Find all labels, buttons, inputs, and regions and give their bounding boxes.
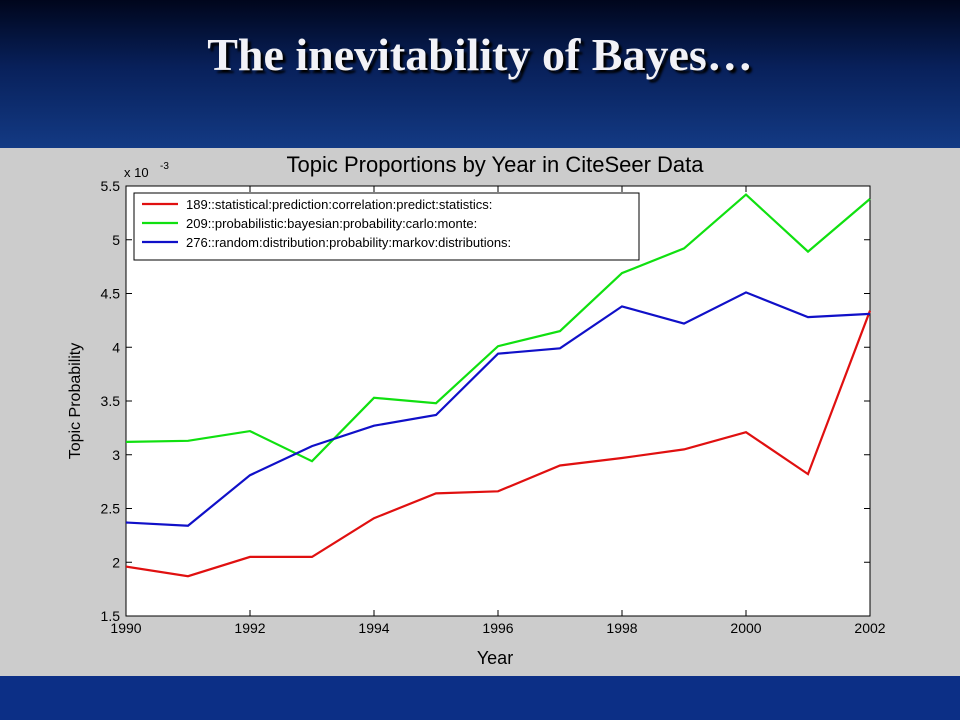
x-tick-label: 1994 [358, 620, 389, 636]
x-tick-label: 2002 [854, 620, 885, 636]
x-tick-label: 1996 [482, 620, 513, 636]
y-multiplier-base: x 10 [124, 165, 149, 180]
y-tick-label: 1.5 [101, 608, 121, 624]
title-band [0, 0, 960, 148]
y-tick-label: 5 [112, 232, 120, 248]
legend: 189::statistical:prediction:correlation:… [133, 192, 640, 261]
series-lines [125, 193, 872, 578]
y-multiplier-exponent: -3 [160, 161, 169, 172]
y-tick-label: 4 [112, 339, 120, 355]
axis-ticks: 1990 1992 1994 1996 1998 2000 2002 1.5 2 2.5 3 3.5 4… [101, 178, 886, 636]
series-line [125, 193, 871, 463]
y-tick-label: 3 [112, 447, 120, 463]
legend-box [133, 192, 640, 261]
series-line [125, 310, 872, 578]
series-line [125, 291, 871, 527]
y-tick-label: 3.5 [101, 393, 121, 409]
y-tick-label: 5.5 [101, 178, 121, 194]
y-tick-label: 2.5 [101, 501, 121, 517]
x-tick-label: 1990 [110, 620, 141, 636]
line-chart: Topic Proportions by Year in CiteSeer Da… [67, 152, 886, 668]
x-tick-label: 2000 [730, 620, 761, 636]
x-tick-label: 1992 [234, 620, 265, 636]
slide-title: The inevitability of Bayes… [207, 29, 753, 80]
legend-entry-label: 189::statistical:prediction:correlation:… [186, 197, 492, 212]
footer-band [0, 676, 960, 720]
y-tick-label: 2 [112, 554, 120, 570]
legend-entry-label: 209::probabilistic:bayesian:probability:… [186, 216, 477, 231]
legend-entry-label: 276::random:distribution:probability:mar… [186, 235, 511, 250]
y-tick-label: 4.5 [101, 286, 121, 302]
y-axis-label: Topic Probability [67, 343, 84, 460]
x-tick-label: 1998 [606, 620, 637, 636]
chart-title: Topic Proportions by Year in CiteSeer Da… [286, 152, 704, 177]
x-axis-label: Year [477, 648, 513, 668]
